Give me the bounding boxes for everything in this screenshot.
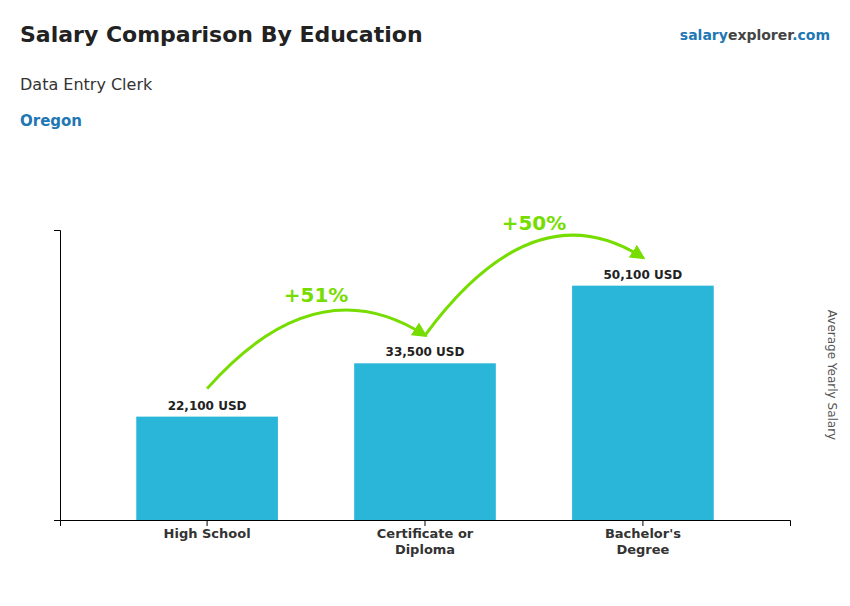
chart-container: Salary Comparison By Education salaryexpl… [0, 0, 850, 606]
data-labels: 22,100 USD 33,500 USD 50,100 USD [168, 268, 683, 413]
x-axis: High School Certificate orDiploma Bachelor… [61, 520, 791, 557]
bar [572, 286, 714, 520]
location: Oregon [20, 112, 82, 130]
credit-part: .com [792, 27, 830, 43]
arrow [207, 310, 425, 389]
x-tick-label: Certificate orDiploma [377, 526, 474, 557]
credit-part: salary [680, 27, 728, 43]
y-axis-label: Average Yearly Salary [825, 310, 839, 440]
credit: salaryexplorer.com [680, 27, 830, 43]
subtitle: Data Entry Clerk [20, 75, 153, 94]
bars [136, 286, 713, 520]
x-tick-mark [425, 520, 426, 526]
x-tick-mark [642, 520, 643, 526]
y-axis [54, 231, 61, 521]
y-axis-line [54, 231, 61, 521]
annotation-label: +51% [284, 283, 349, 307]
x-tick-label-line: High School [164, 526, 251, 541]
x-tick-label-line: Diploma [395, 542, 455, 557]
arrow [425, 235, 643, 335]
x-tick-label: High School [164, 526, 251, 541]
x-tick: Bachelor'sDegree [605, 520, 681, 557]
title: Salary Comparison By Education [20, 22, 423, 47]
bar [354, 363, 496, 520]
data-label: 22,100 USD [168, 399, 247, 413]
x-tick-mark [207, 520, 208, 526]
x-tick-label-line: Certificate or [377, 526, 474, 541]
data-label: 50,100 USD [603, 268, 682, 282]
x-tick: High School [164, 520, 251, 541]
credit-part: explorer [728, 27, 794, 43]
chart-svg: Salary Comparison By Education salaryexpl… [0, 0, 850, 606]
annotation-label: +50% [502, 211, 567, 235]
x-axis-line [61, 521, 791, 527]
x-tick: Certificate orDiploma [377, 520, 474, 557]
annotations: +51% +50% [207, 211, 643, 389]
x-tick-label-line: Degree [616, 542, 669, 557]
x-tick-label-line: Bachelor's [605, 526, 681, 541]
x-tick-label: Bachelor'sDegree [605, 526, 681, 557]
bar [136, 417, 278, 520]
data-label: 33,500 USD [386, 345, 465, 359]
